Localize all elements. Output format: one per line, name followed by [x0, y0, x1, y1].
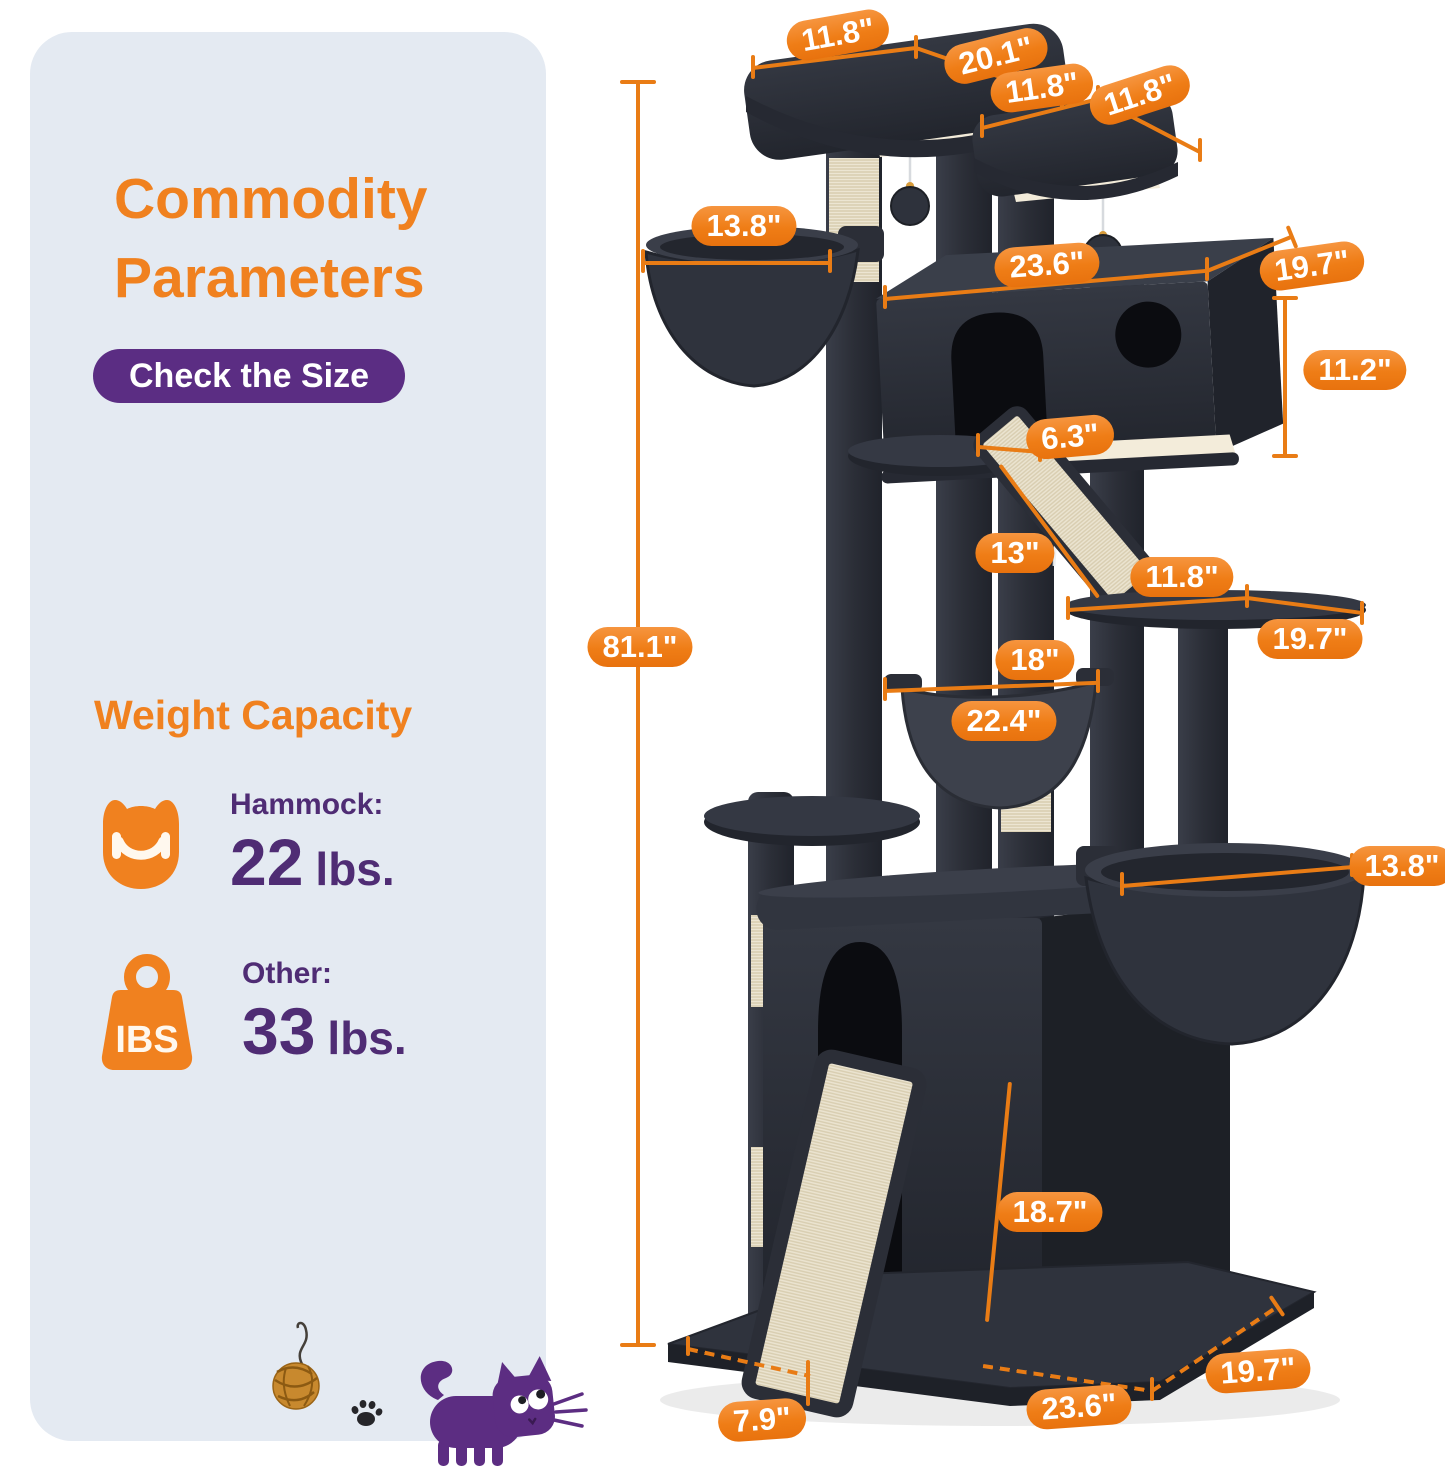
weight-row-unit: lbs. — [327, 1012, 407, 1064]
dimension-tick — [686, 1336, 690, 1356]
dimension-label: 13" — [975, 533, 1055, 573]
weight-row-label: Other: — [242, 957, 332, 990]
dimension-tick — [1096, 669, 1100, 693]
dimension-label: 81.1" — [587, 627, 693, 667]
dimension-label: 19.7" — [1257, 619, 1363, 659]
dimension-label: 22.4" — [951, 701, 1057, 741]
dimension-tick — [1120, 872, 1124, 896]
dimension-tick — [1272, 454, 1298, 458]
dimension-label: 19.7" — [1204, 1347, 1312, 1395]
dimension-tick — [1272, 296, 1298, 300]
weight-row-text: Other: 33 lbs. — [242, 957, 407, 1069]
page-title: Commodity Parameters — [114, 160, 428, 317]
dimension-tick — [1066, 596, 1070, 620]
check-size-badge: Check the Size — [93, 349, 405, 403]
yarn-ball-icon — [272, 1321, 320, 1410]
ibs-icon-text: IBS — [115, 1019, 178, 1061]
dimension-tick — [751, 55, 755, 79]
dimension-tick — [883, 285, 887, 309]
dimension-label: 11.8" — [1130, 557, 1234, 597]
dimension-line — [636, 82, 640, 1345]
dimension-label: 23.6" — [993, 241, 1101, 289]
dimension-tick — [1205, 257, 1209, 281]
weight-ibs-icon: IBS — [101, 954, 193, 1070]
dimension-tick — [1245, 584, 1249, 608]
dimension-tick — [976, 433, 980, 457]
dimension-tick — [914, 35, 918, 59]
dimension-label: 18.7" — [997, 1192, 1103, 1232]
side-platform — [704, 796, 920, 846]
paw-print-icon — [351, 1400, 383, 1426]
dimension-tick — [1150, 1377, 1154, 1401]
dimension-label: 13.8" — [1349, 846, 1445, 886]
dimension-line — [643, 261, 830, 265]
weight-capacity-heading: Weight Capacity — [94, 692, 413, 738]
weight-row-label: Hammock: — [230, 788, 384, 821]
weight-row-value: 33 — [242, 994, 316, 1068]
dimension-tick — [1360, 601, 1364, 625]
dimension-tick — [883, 677, 887, 701]
info-panel: Commodity Parameters Check the Size Weig… — [30, 32, 546, 1441]
dimension-tick — [1198, 138, 1202, 162]
title-line-2: Parameters — [114, 245, 425, 310]
dimension-label: 7.9" — [716, 1396, 808, 1444]
weight-row-other: IBS Other: 33 lbs. — [88, 950, 407, 1076]
cat-illustration — [420, 1356, 588, 1466]
dimension-tick — [980, 114, 984, 138]
dimension-tick — [641, 249, 645, 273]
weight-row-value: 22 — [230, 825, 304, 899]
dimension-tick — [620, 1343, 656, 1347]
dimension-label: 13.8" — [691, 206, 797, 246]
weight-row-hammock: Hammock: 22 lbs. — [88, 788, 395, 900]
dimension-label: 11.2" — [1303, 350, 1407, 390]
dimension-label: 23.6" — [1025, 1383, 1133, 1431]
dimension-label: 18" — [995, 640, 1075, 680]
cat-hammock-icon — [103, 800, 179, 889]
dimension-tick — [806, 1360, 810, 1406]
dimension-line — [1283, 298, 1287, 456]
weight-row-text: Hammock: 22 lbs. — [230, 788, 395, 900]
dimension-tick — [620, 80, 656, 84]
weight-row-unit: lbs. — [315, 843, 395, 895]
title-line-1: Commodity — [114, 167, 428, 231]
dimension-tick — [828, 249, 832, 273]
